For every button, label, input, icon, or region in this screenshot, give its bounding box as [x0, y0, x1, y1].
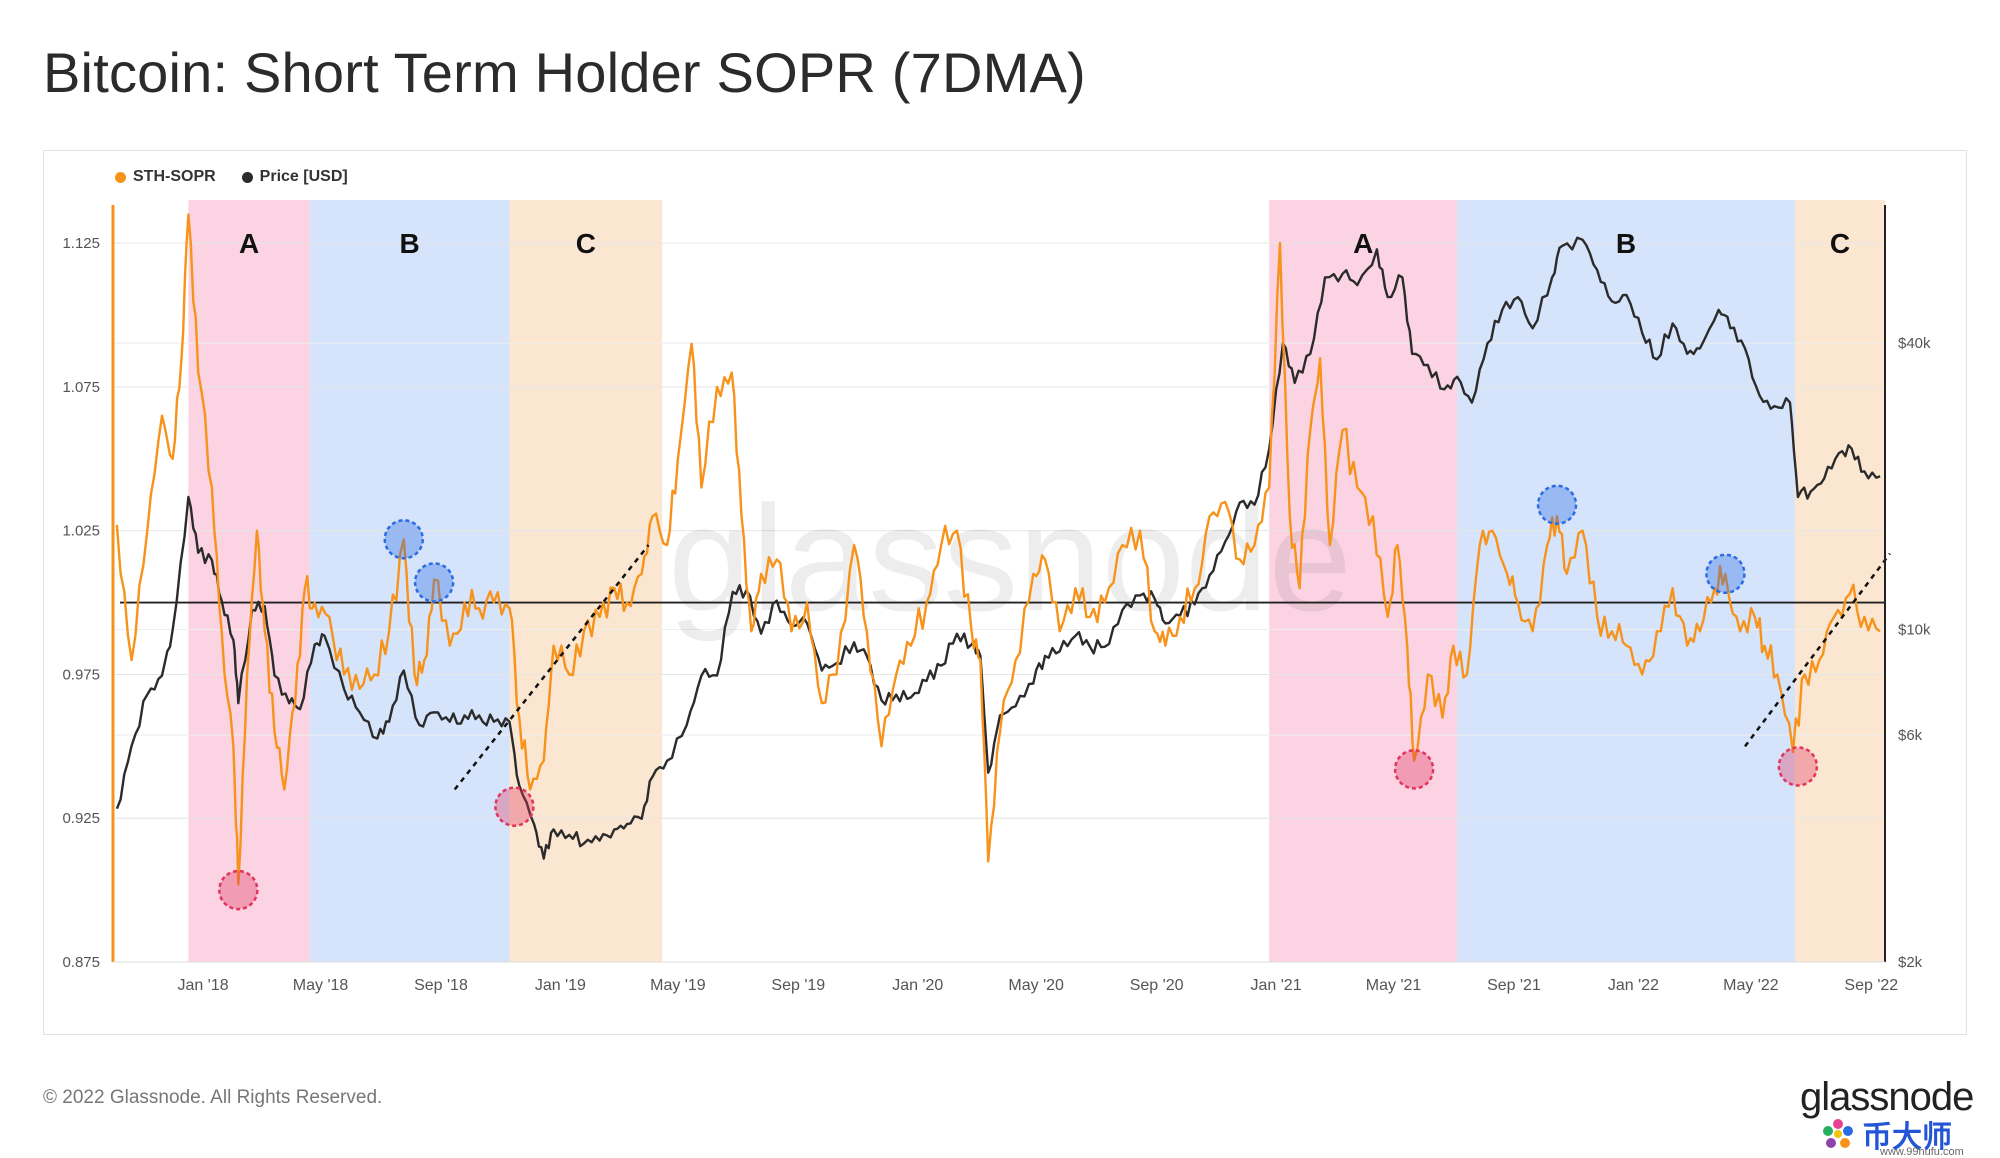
right-tick-label-2: $10k — [1898, 622, 1931, 639]
zone-c-2 — [509, 200, 663, 962]
markers-layer — [218, 484, 1819, 911]
brand-logo[interactable]: glassnode — [1800, 1075, 1974, 1119]
x-tick-label-8: Sep '20 — [1130, 977, 1184, 994]
chart-panel — [43, 150, 1967, 1035]
x-tick-label-11: Sep '21 — [1487, 977, 1541, 994]
trend-line-1 — [1744, 552, 1891, 748]
price-line — [115, 236, 1881, 860]
flower-icon — [1823, 1119, 1853, 1148]
zone-label-1: B — [400, 228, 420, 259]
legend-item-price[interactable]: Price [USD] — [241, 168, 348, 186]
legend-dot-price — [241, 171, 253, 183]
red-marker-5 — [1777, 746, 1819, 787]
legend-item-sopr[interactable]: STH-SOPR — [115, 168, 216, 186]
left-tick-label-3: 1.025 — [62, 523, 100, 540]
trend-lines-layer — [453, 544, 1891, 791]
zones-layer — [188, 200, 1885, 962]
left-tick-label-1: 0.925 — [62, 810, 100, 827]
price-series-layer — [115, 236, 1881, 860]
sopr-line — [115, 213, 1881, 886]
zone-a-0 — [188, 200, 310, 962]
x-tick-label-1: May '18 — [293, 977, 349, 994]
legend: STH-SOPR Price [USD] — [115, 168, 348, 186]
x-tick-label-0: Jan '18 — [178, 977, 229, 994]
blue-marker-3 — [413, 562, 455, 603]
left-tick-label-0: 0.875 — [62, 954, 100, 971]
axes-layer: 0.875 0.925 0.975 1.025 1.075 1.125 $2k $6k $10k… — [62, 205, 1931, 994]
sopr-series-layer — [115, 213, 1881, 886]
legend-label-sopr: STH-SOPR — [133, 168, 216, 185]
legend-dot-sopr — [115, 171, 126, 183]
blue-marker-6 — [1536, 484, 1578, 526]
right-tick-label-3: $40k — [1898, 335, 1931, 352]
blue-marker-2 — [383, 519, 425, 560]
blue-marker-7 — [1705, 553, 1746, 595]
red-marker-0 — [218, 869, 259, 911]
right-tick-label-0: $2k — [1898, 954, 1923, 971]
x-tick-label-10: May '21 — [1366, 977, 1422, 994]
zone-b-1 — [309, 200, 510, 962]
x-tick-label-2: Sep '18 — [414, 977, 468, 994]
legend-label-price: Price [USD] — [259, 168, 348, 185]
x-tick-label-13: May '22 — [1723, 977, 1779, 994]
left-tick-label-2: 0.975 — [62, 666, 100, 683]
x-tick-label-4: May '19 — [650, 977, 706, 994]
x-tick-label-5: Sep '19 — [771, 977, 825, 994]
cn-brand-url: www.99hufu.com — [1880, 1146, 1964, 1158]
zone-label-4: B — [1616, 228, 1636, 259]
zone-label-2: C — [576, 228, 596, 259]
red-marker-4 — [1393, 749, 1435, 790]
left-tick-label-4: 1.075 — [62, 379, 100, 396]
x-tick-label-7: May '20 — [1008, 977, 1064, 994]
left-tick-label-5: 1.125 — [62, 235, 100, 252]
cn-brand: 币大师 www.99hufu.com — [1820, 1112, 1964, 1158]
copyright: © 2022 Glassnode. All Rights Reserved. — [43, 1087, 383, 1108]
zone-c-5 — [1794, 200, 1885, 962]
zone-label-3: A — [1353, 228, 1373, 259]
x-tick-label-12: Jan '22 — [1608, 977, 1659, 994]
trend-line-0 — [453, 544, 650, 791]
cn-brand-text: 币大师 — [1862, 1120, 1952, 1155]
x-tick-label-9: Jan '21 — [1251, 977, 1302, 994]
zone-label-5: C — [1830, 228, 1850, 259]
right-tick-label-1: $6k — [1898, 727, 1923, 744]
red-marker-1 — [494, 786, 535, 827]
chart-title: Bitcoin: Short Term Holder SOPR (7DMA) — [43, 41, 1086, 104]
x-tick-label-6: Jan '20 — [892, 977, 943, 994]
zone-label-0: A — [239, 228, 259, 259]
x-tick-label-3: Jan '19 — [535, 977, 586, 994]
x-tick-label-14: Sep '22 — [1844, 977, 1898, 994]
